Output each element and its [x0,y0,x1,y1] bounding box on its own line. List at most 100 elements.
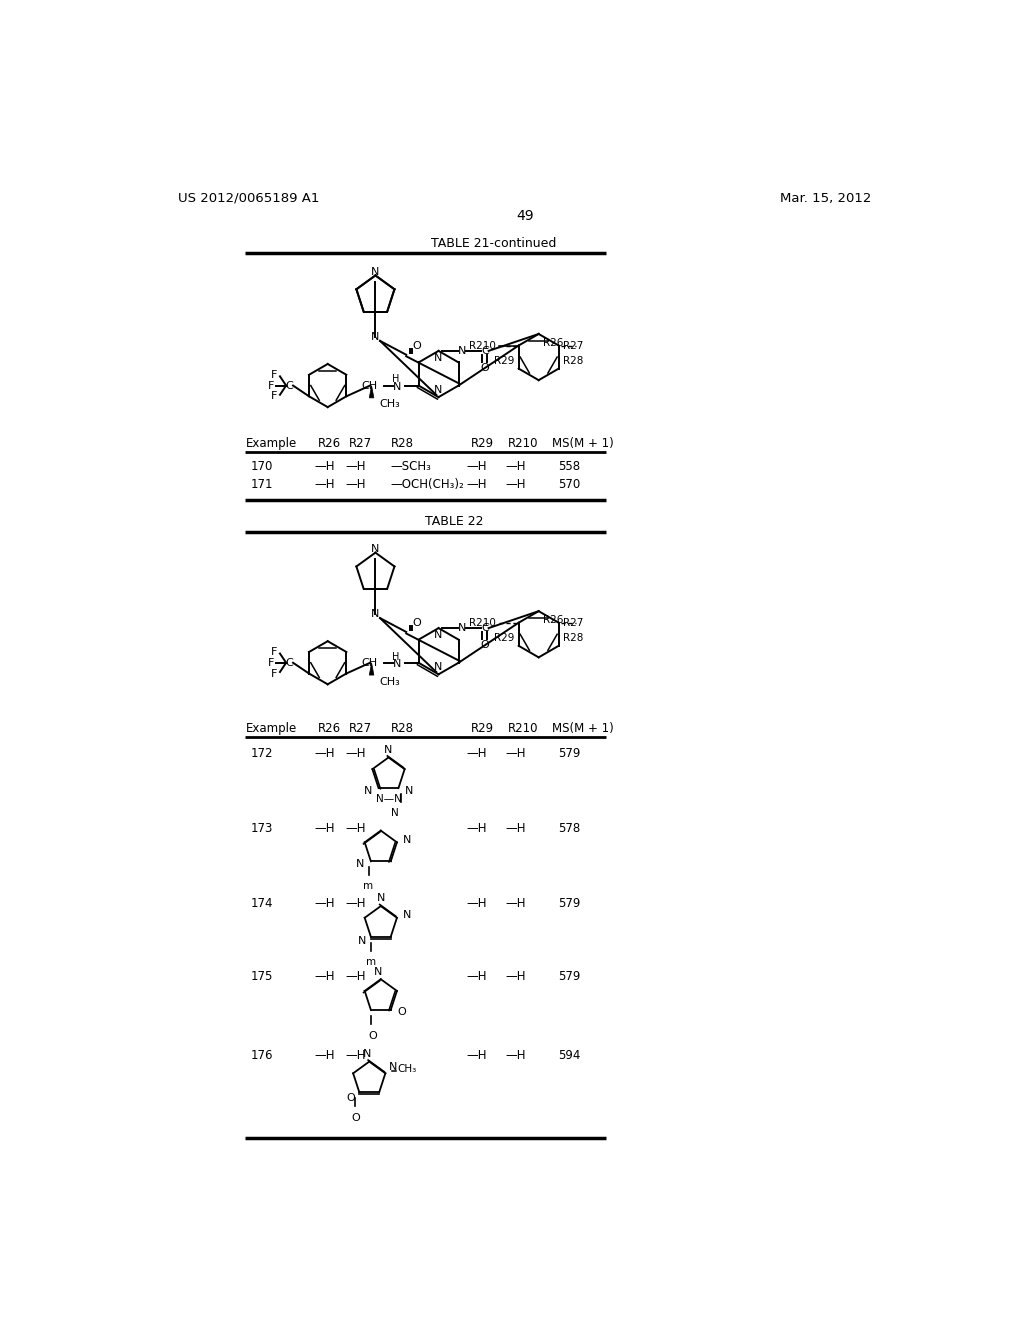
Text: TABLE 22: TABLE 22 [425,515,484,528]
Text: H: H [392,652,399,661]
Text: N: N [377,894,385,903]
Text: m: m [364,882,374,891]
Text: Mar. 15, 2012: Mar. 15, 2012 [780,191,871,205]
Text: R26: R26 [317,722,341,735]
Text: 49: 49 [516,209,534,223]
Text: —H: —H [314,1049,335,1063]
Text: m: m [366,957,376,966]
Text: —H: —H [505,747,525,760]
Text: CH₃: CH₃ [397,1064,416,1074]
Text: 594: 594 [558,1049,581,1063]
Text: 170: 170 [250,459,272,473]
Text: N: N [404,787,413,796]
Text: O: O [347,1093,355,1104]
Text: N: N [392,659,400,669]
Text: F: F [271,391,278,401]
Text: —H: —H [505,822,525,834]
Text: N: N [434,354,442,363]
Text: N: N [434,631,442,640]
Text: CH₃: CH₃ [379,400,400,409]
Text: N: N [434,663,442,672]
Text: R26: R26 [543,338,563,347]
Text: —H: —H [467,478,487,491]
Text: N: N [391,808,398,818]
Text: N: N [434,385,442,395]
Text: —H: —H [345,898,366,911]
Text: R29: R29 [471,437,494,450]
Text: R29: R29 [495,356,515,366]
Text: O: O [369,1031,378,1040]
Text: R28: R28 [391,437,414,450]
Text: R28: R28 [562,634,583,643]
Text: N: N [372,544,380,554]
Text: R29: R29 [471,722,494,735]
Text: N—N: N—N [376,795,401,804]
Text: CH: CH [361,380,378,391]
Text: —H: —H [505,898,525,911]
Text: N: N [364,787,373,796]
Text: 558: 558 [558,459,580,473]
Text: —H: —H [505,478,525,491]
Text: O: O [351,1113,359,1123]
Text: —H: —H [314,459,335,473]
Text: F: F [271,370,278,380]
Text: H: H [392,375,399,384]
Text: TABLE 21-continued: TABLE 21-continued [431,236,556,249]
Text: R28: R28 [562,356,583,366]
Text: 172: 172 [250,747,272,760]
Text: 578: 578 [558,822,581,834]
Text: —H: —H [505,1049,525,1063]
Text: R27: R27 [562,341,583,351]
Text: —H: —H [345,747,366,760]
Text: R28: R28 [391,722,414,735]
Text: —H: —H [314,898,335,911]
Text: O: O [480,640,489,651]
Text: 579: 579 [558,970,581,983]
Text: —H: —H [345,478,366,491]
Text: —H: —H [314,747,335,760]
Text: —H: —H [467,970,487,983]
Text: —H: —H [345,822,366,834]
Text: —H: —H [467,898,487,911]
Text: Example: Example [246,722,297,735]
Text: —H: —H [467,747,487,760]
Text: N: N [458,623,466,634]
Text: MS(M + 1): MS(M + 1) [552,437,613,450]
Text: R210: R210 [469,341,496,351]
Text: N: N [392,381,400,392]
Text: 175: 175 [250,970,272,983]
Text: F: F [271,647,278,657]
Text: C: C [481,346,488,356]
Text: R27: R27 [562,618,583,628]
Text: O: O [413,618,421,628]
Text: 570: 570 [558,478,581,491]
Text: US 2012/0065189 A1: US 2012/0065189 A1 [178,191,319,205]
Text: N: N [389,1063,397,1072]
Text: N: N [357,936,367,945]
Text: R27: R27 [348,437,372,450]
Text: R26: R26 [317,437,341,450]
Text: C: C [481,623,488,634]
Text: —H: —H [467,822,487,834]
Text: N: N [458,346,466,356]
Text: R210: R210 [469,618,496,628]
Text: O: O [397,1007,406,1018]
Text: N: N [403,836,412,845]
Text: —SCH₃: —SCH₃ [391,459,432,473]
Text: 173: 173 [250,822,272,834]
Text: —H: —H [345,459,366,473]
Text: F: F [267,657,273,668]
Text: —H: —H [314,478,335,491]
Text: N: N [356,858,365,869]
Text: Example: Example [246,437,297,450]
Text: N: N [375,966,383,977]
Text: F: F [271,668,278,678]
Text: R210: R210 [508,722,539,735]
Text: —H: —H [345,1049,366,1063]
Text: CH: CH [361,657,378,668]
Text: 579: 579 [558,747,581,760]
Text: —H: —H [467,1049,487,1063]
Text: N: N [384,744,392,755]
Text: N: N [403,911,412,920]
Text: N: N [372,610,380,619]
